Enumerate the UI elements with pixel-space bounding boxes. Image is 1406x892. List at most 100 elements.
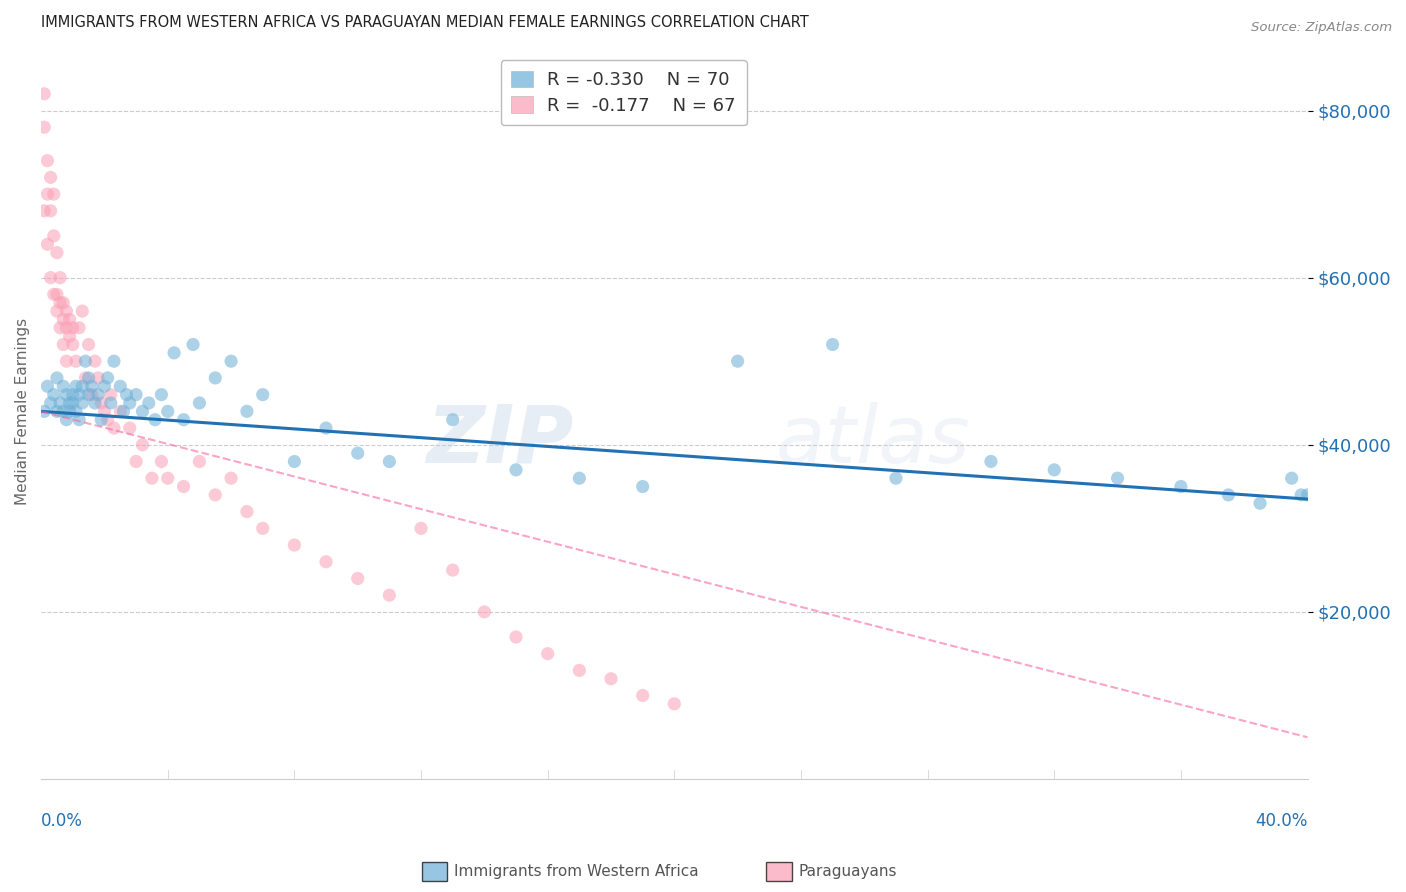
Point	[1043, 463, 1066, 477]
Point	[87, 371, 110, 385]
Point	[252, 521, 274, 535]
Point	[45, 287, 67, 301]
Point	[204, 488, 226, 502]
Point	[1218, 488, 1240, 502]
Point	[55, 304, 77, 318]
Point	[150, 454, 173, 468]
Point	[115, 387, 138, 401]
Point	[62, 320, 84, 334]
Point	[1289, 488, 1312, 502]
Point	[52, 337, 75, 351]
Point	[37, 237, 59, 252]
Point	[32, 404, 55, 418]
Point	[156, 471, 179, 485]
Point	[219, 354, 242, 368]
Point	[39, 203, 62, 218]
Point	[49, 270, 72, 285]
Point	[315, 555, 337, 569]
Point	[131, 404, 153, 418]
Point	[77, 387, 100, 401]
Point	[59, 404, 82, 418]
Point	[204, 371, 226, 385]
Point	[505, 463, 527, 477]
Point	[77, 337, 100, 351]
Point	[1249, 496, 1271, 510]
Point	[45, 404, 67, 418]
Point	[72, 396, 94, 410]
Point	[80, 387, 103, 401]
Point	[49, 320, 72, 334]
Point	[45, 304, 67, 318]
Point	[45, 371, 67, 385]
Point	[138, 396, 160, 410]
Point	[346, 446, 368, 460]
Text: Paraguayans: Paraguayans	[799, 864, 897, 879]
Point	[65, 379, 87, 393]
Point	[568, 471, 591, 485]
Point	[37, 153, 59, 168]
Point	[42, 387, 65, 401]
Point	[32, 203, 55, 218]
Point	[39, 396, 62, 410]
Point	[65, 354, 87, 368]
Point	[93, 379, 115, 393]
Point	[97, 413, 120, 427]
Point	[1296, 488, 1319, 502]
Point	[67, 387, 90, 401]
Text: atlas: atlas	[776, 401, 970, 480]
Point	[55, 387, 77, 401]
Point	[143, 413, 166, 427]
Point	[100, 387, 122, 401]
Point	[441, 413, 464, 427]
Point	[55, 413, 77, 427]
Text: 40.0%: 40.0%	[1256, 812, 1308, 830]
Point	[49, 396, 72, 410]
Point	[472, 605, 495, 619]
Point	[727, 354, 749, 368]
Point	[118, 421, 141, 435]
Point	[156, 404, 179, 418]
Point	[87, 387, 110, 401]
Point	[62, 387, 84, 401]
Point	[110, 379, 132, 393]
Point	[631, 689, 654, 703]
Point	[62, 337, 84, 351]
Point	[32, 87, 55, 101]
Point	[219, 471, 242, 485]
Point	[346, 572, 368, 586]
Point	[59, 396, 82, 410]
Point	[505, 630, 527, 644]
Point	[236, 404, 259, 418]
Point	[75, 371, 97, 385]
Point	[112, 404, 135, 418]
Point	[84, 396, 107, 410]
Point	[37, 379, 59, 393]
Point	[77, 371, 100, 385]
Point	[90, 413, 112, 427]
Point	[55, 320, 77, 334]
Point	[67, 320, 90, 334]
Point	[1170, 479, 1192, 493]
Point	[141, 471, 163, 485]
Text: Immigrants from Western Africa: Immigrants from Western Africa	[454, 864, 699, 879]
Point	[80, 379, 103, 393]
Point	[42, 228, 65, 243]
Point	[173, 479, 195, 493]
Text: Source: ZipAtlas.com: Source: ZipAtlas.com	[1251, 21, 1392, 34]
Point	[1107, 471, 1129, 485]
Point	[52, 312, 75, 326]
Point	[821, 337, 844, 351]
Point	[93, 404, 115, 418]
Point	[188, 454, 211, 468]
Point	[283, 538, 305, 552]
Point	[188, 396, 211, 410]
Point	[537, 647, 560, 661]
Point	[72, 379, 94, 393]
Point	[150, 387, 173, 401]
Point	[980, 454, 1002, 468]
Point	[59, 329, 82, 343]
Point	[100, 396, 122, 410]
Point	[62, 396, 84, 410]
Text: ZIP: ZIP	[426, 401, 574, 480]
Point	[59, 312, 82, 326]
